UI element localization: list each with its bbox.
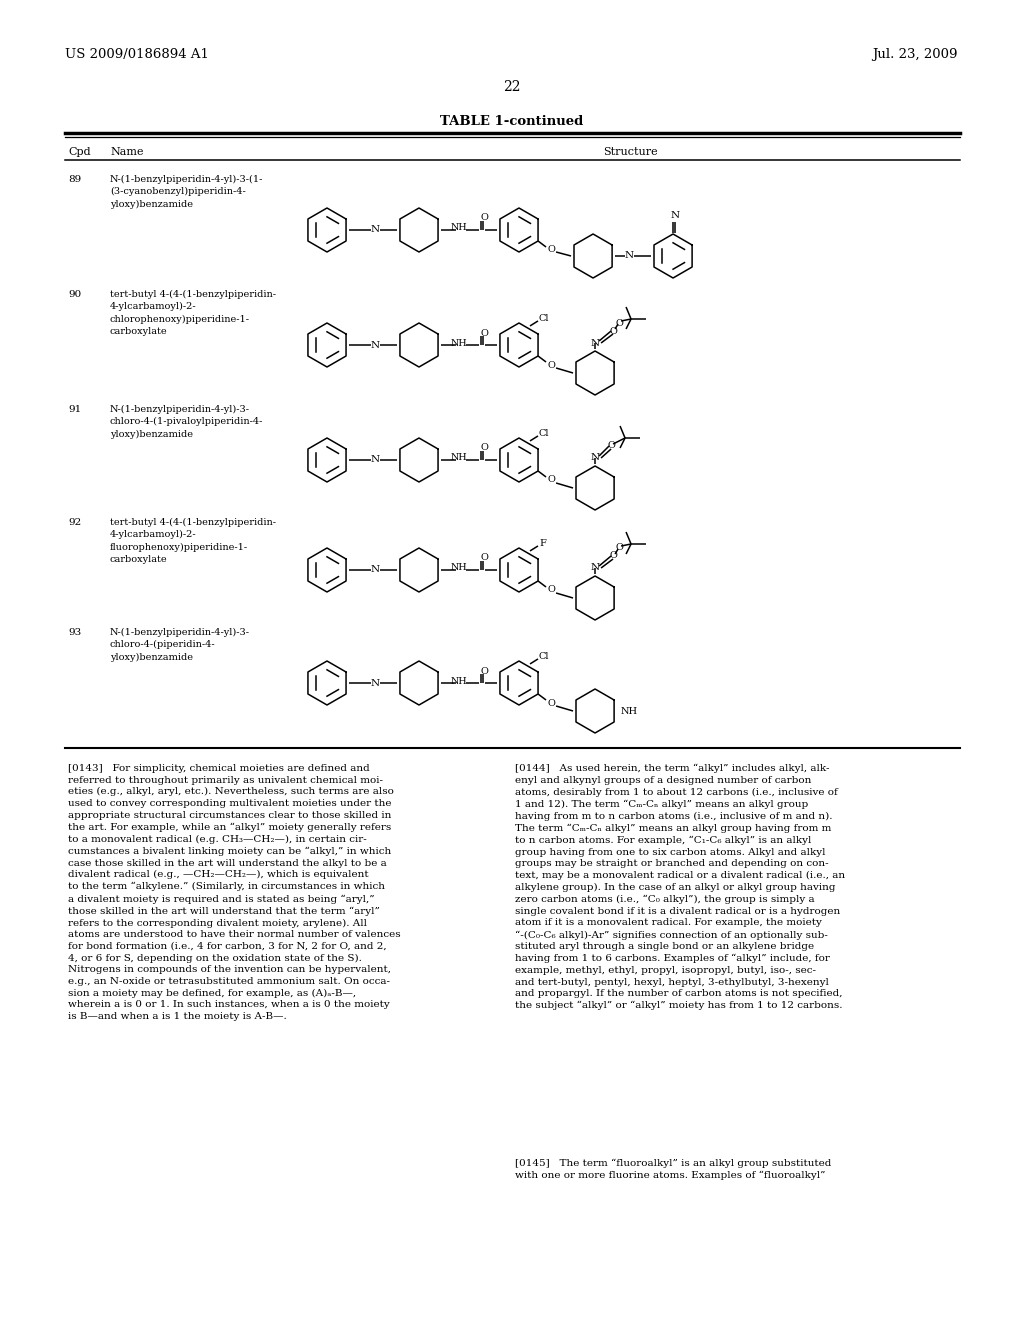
Text: O: O xyxy=(480,553,488,562)
Text: [0143]   For simplicity, chemical moieties are defined and
referred to throughou: [0143] For simplicity, chemical moieties… xyxy=(68,764,400,1022)
Text: TABLE 1-continued: TABLE 1-continued xyxy=(440,115,584,128)
Text: N: N xyxy=(371,341,380,350)
Text: 92: 92 xyxy=(68,517,81,527)
Text: N: N xyxy=(591,338,600,347)
Text: O: O xyxy=(615,318,623,327)
Text: US 2009/0186894 A1: US 2009/0186894 A1 xyxy=(65,48,209,61)
Text: Cl: Cl xyxy=(539,429,549,438)
Text: NH: NH xyxy=(451,338,467,347)
Text: N: N xyxy=(371,226,380,235)
Text: NH: NH xyxy=(451,223,467,232)
Text: N-(1-benzylpiperidin-4-yl)-3-
chloro-4-(piperidin-4-
yloxy)benzamide: N-(1-benzylpiperidin-4-yl)-3- chloro-4-(… xyxy=(110,628,250,661)
Text: Cl: Cl xyxy=(539,652,549,661)
Text: N: N xyxy=(371,678,380,688)
Text: 90: 90 xyxy=(68,290,81,300)
Text: NH: NH xyxy=(451,676,467,685)
Text: O: O xyxy=(609,326,617,335)
Text: N: N xyxy=(591,564,600,573)
Text: NH: NH xyxy=(621,706,638,715)
Text: NH: NH xyxy=(451,454,467,462)
Text: 93: 93 xyxy=(68,628,81,638)
Text: 89: 89 xyxy=(68,176,81,183)
Text: O: O xyxy=(615,544,623,553)
Text: O: O xyxy=(480,329,488,338)
Text: O: O xyxy=(480,214,488,223)
Text: N: N xyxy=(671,211,680,220)
Text: Cl: Cl xyxy=(539,314,549,323)
Text: O: O xyxy=(547,586,555,594)
Text: O: O xyxy=(547,698,555,708)
Text: N: N xyxy=(625,252,634,260)
Text: 22: 22 xyxy=(503,81,521,94)
Text: Structure: Structure xyxy=(603,147,657,157)
Text: Cpd: Cpd xyxy=(68,147,91,157)
Text: N: N xyxy=(591,454,600,462)
Text: N-(1-benzylpiperidin-4-yl)-3-
chloro-4-(1-pivaloylpiperidin-4-
yloxy)benzamide: N-(1-benzylpiperidin-4-yl)-3- chloro-4-(… xyxy=(110,405,263,438)
Text: N: N xyxy=(371,565,380,574)
Text: Name: Name xyxy=(110,147,143,157)
Text: tert-butyl 4-(4-(1-benzylpiperidin-
4-ylcarbamoyl)-2-
fluorophenoxy)piperidine-1: tert-butyl 4-(4-(1-benzylpiperidin- 4-yl… xyxy=(110,517,276,564)
Text: O: O xyxy=(480,444,488,453)
Text: 91: 91 xyxy=(68,405,81,414)
Text: O: O xyxy=(480,667,488,676)
Text: O: O xyxy=(547,246,555,255)
Text: O: O xyxy=(547,475,555,484)
Text: Jul. 23, 2009: Jul. 23, 2009 xyxy=(872,48,958,61)
Text: tert-butyl 4-(4-(1-benzylpiperidin-
4-ylcarbamoyl)-2-
chlorophenoxy)piperidine-1: tert-butyl 4-(4-(1-benzylpiperidin- 4-yl… xyxy=(110,290,276,335)
Text: F: F xyxy=(540,540,547,548)
Text: N-(1-benzylpiperidin-4-yl)-3-(1-
(3-cyanobenzyl)piperidin-4-
yloxy)benzamide: N-(1-benzylpiperidin-4-yl)-3-(1- (3-cyan… xyxy=(110,176,263,209)
Text: [0145]   The term “fluoroalkyl” is an alkyl group substituted
with one or more f: [0145] The term “fluoroalkyl” is an alky… xyxy=(515,1159,831,1180)
Text: [0144]   As used herein, the term “alkyl” includes alkyl, alk-
enyl and alkynyl : [0144] As used herein, the term “alkyl” … xyxy=(515,764,845,1010)
Text: N: N xyxy=(371,455,380,465)
Text: O: O xyxy=(609,552,617,561)
Text: NH: NH xyxy=(451,564,467,573)
Text: O: O xyxy=(607,441,615,450)
Text: O: O xyxy=(547,360,555,370)
